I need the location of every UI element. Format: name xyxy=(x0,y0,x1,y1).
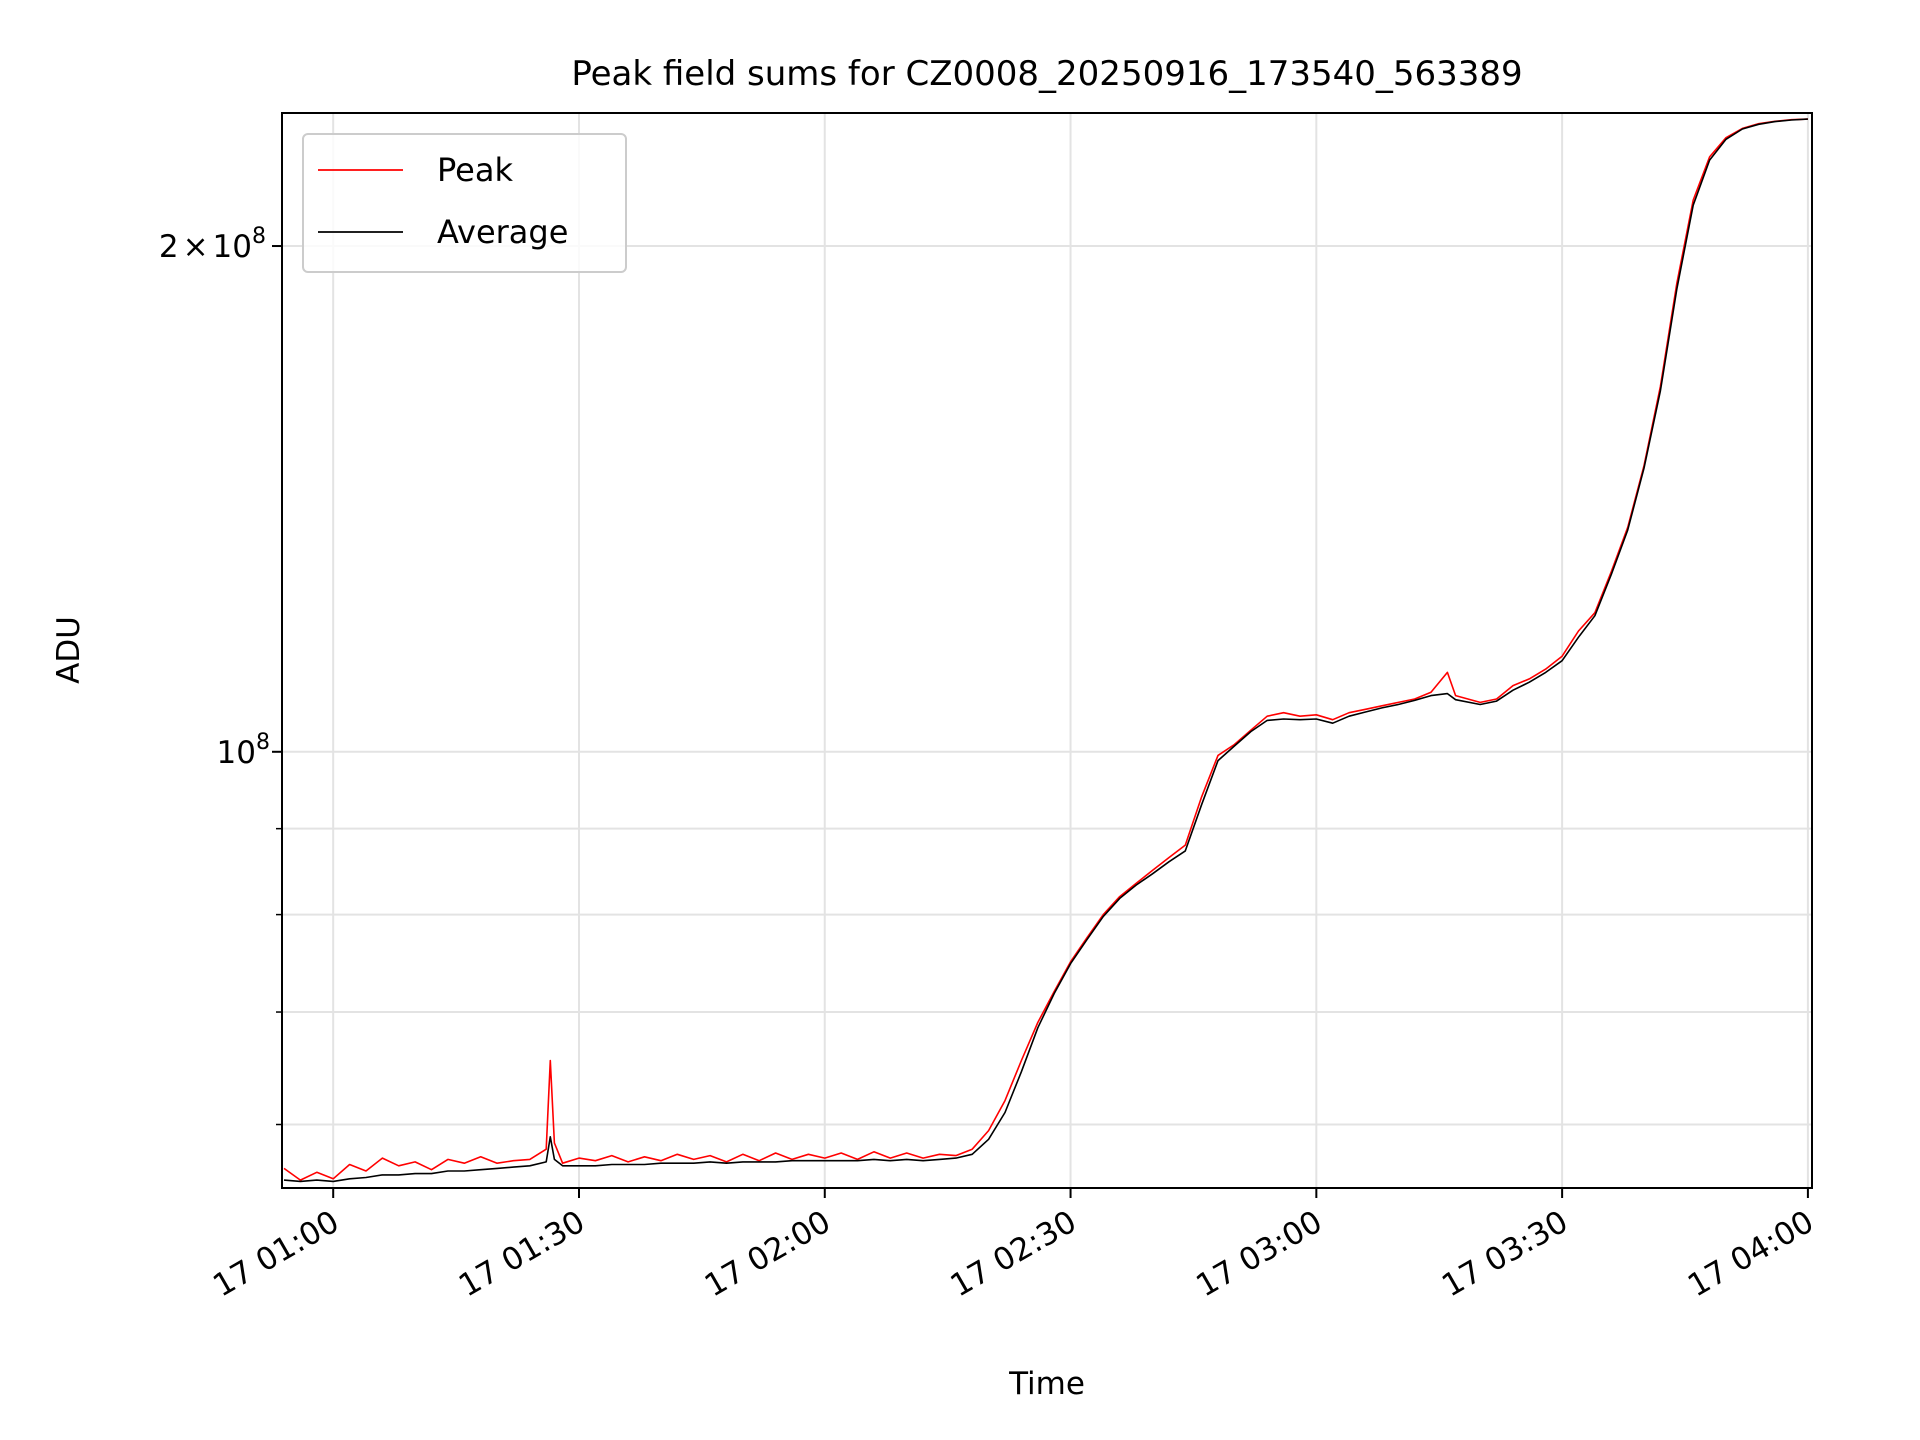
y-axis-label: ADU xyxy=(51,616,87,684)
series-layer xyxy=(283,118,1808,1183)
legend-label-peak: Peak xyxy=(437,151,513,189)
y-tick-label-exp: 8 xyxy=(252,224,266,249)
legend-label-average: Average xyxy=(437,213,568,251)
plot-frame xyxy=(281,112,1813,1189)
y-tick-label-base: 10 xyxy=(217,735,256,771)
y-tick-label: 108 xyxy=(217,730,270,771)
y-tick-label: 2 × 108 xyxy=(159,224,266,265)
series-line-average xyxy=(283,118,1808,1183)
y-tick-label-base: 10 xyxy=(213,229,252,265)
chart-title: Peak field sums for CZ0008_20250916_1735… xyxy=(571,54,1522,94)
x-axis-label: Time xyxy=(1008,1366,1085,1402)
y-tick-label-mant: 2 xyxy=(159,229,179,265)
y-tick-label-times: × xyxy=(183,229,209,265)
y-tick-label-exp: 8 xyxy=(256,730,270,755)
legend: Peak Average xyxy=(302,133,627,273)
legend-box xyxy=(302,133,627,273)
series-line-peak xyxy=(283,118,1808,1181)
grid-layer xyxy=(282,113,1812,1188)
